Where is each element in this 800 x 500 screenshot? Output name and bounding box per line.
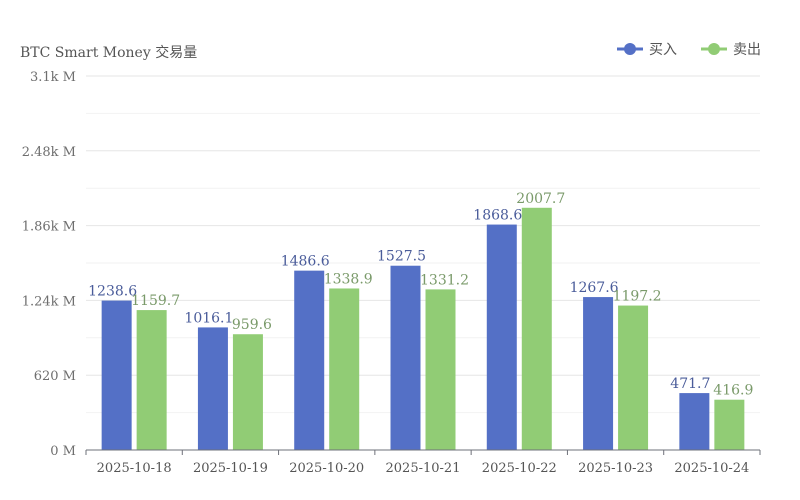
y-tick-label: 1.86k M	[22, 220, 76, 235]
data-label-sell: 959.6	[232, 317, 272, 333]
grid-lines	[86, 75, 760, 414]
y-tick-label: 620 M	[34, 369, 76, 384]
data-label-sell: 416.9	[713, 383, 753, 399]
bar-buy[interactable]	[583, 297, 614, 450]
data-label-sell: 1159.7	[131, 293, 180, 309]
bar-sell[interactable]	[232, 334, 263, 450]
data-label-buy: 1238.6	[88, 284, 137, 300]
legend-item-buy[interactable]: 买入	[617, 42, 677, 58]
bar-sell[interactable]	[329, 288, 360, 450]
legend-sell-label: 卖出	[733, 42, 761, 58]
chart-title: BTC Smart Money 交易量	[20, 44, 197, 61]
bar-sell[interactable]	[521, 207, 552, 450]
bar-buy[interactable]	[390, 265, 421, 450]
bar-buy[interactable]	[486, 224, 517, 450]
x-tick-label: 2025-10-19	[193, 461, 268, 476]
data-label-buy: 1267.6	[570, 280, 619, 296]
bar-sell[interactable]	[618, 305, 649, 450]
data-labels: 1238.6 1016.1 1486.6 1527.5 1868.6 1267.6 471.…	[88, 191, 753, 399]
y-tick-label: 0 M	[50, 444, 76, 459]
bar-sell[interactable]	[136, 310, 167, 450]
x-axis: 2025-10-18 2025-10-19 2025-10-20 2025-10-21…	[85, 449, 761, 476]
bar-sell[interactable]	[425, 289, 456, 450]
x-tick-label: 2025-10-24	[674, 461, 749, 476]
data-label-sell: 2007.7	[516, 191, 565, 207]
legend-buy-label: 买入	[649, 42, 677, 58]
x-tick-label: 2025-10-18	[97, 461, 172, 476]
y-tick-label: 3.1k M	[30, 70, 76, 85]
bar-buy[interactable]	[294, 270, 325, 450]
legend-buy-marker	[624, 43, 636, 55]
x-tick-label: 2025-10-20	[289, 461, 364, 476]
data-label-sell: 1197.2	[613, 289, 662, 305]
data-label-buy: 1868.6	[473, 208, 522, 224]
y-axis: 0 M 620 M 1.24k M 1.86k M 2.48k M 3.1k M	[22, 70, 76, 459]
bar-buy[interactable]	[197, 327, 228, 450]
data-label-buy: 1016.1	[184, 310, 233, 326]
bar-buy[interactable]	[679, 393, 710, 450]
data-label-sell: 1331.2	[420, 272, 469, 288]
x-tick-label: 2025-10-23	[578, 461, 653, 476]
bar-buy[interactable]	[101, 300, 132, 450]
data-label-buy: 1486.6	[281, 254, 330, 270]
x-tick-label: 2025-10-22	[482, 461, 557, 476]
bars	[101, 207, 745, 450]
data-label-sell: 1338.9	[324, 271, 373, 287]
legend-item-sell[interactable]: 卖出	[701, 42, 761, 58]
legend-sell-marker	[708, 43, 720, 55]
data-label-buy: 471.7	[670, 376, 710, 392]
y-tick-label: 2.48k M	[22, 145, 76, 160]
x-tick-label: 2025-10-21	[386, 461, 461, 476]
legend[interactable]: 买入 卖出	[617, 42, 761, 58]
bar-sell[interactable]	[714, 399, 745, 450]
y-tick-label: 1.24k M	[22, 294, 76, 309]
data-label-buy: 1527.5	[377, 249, 426, 265]
